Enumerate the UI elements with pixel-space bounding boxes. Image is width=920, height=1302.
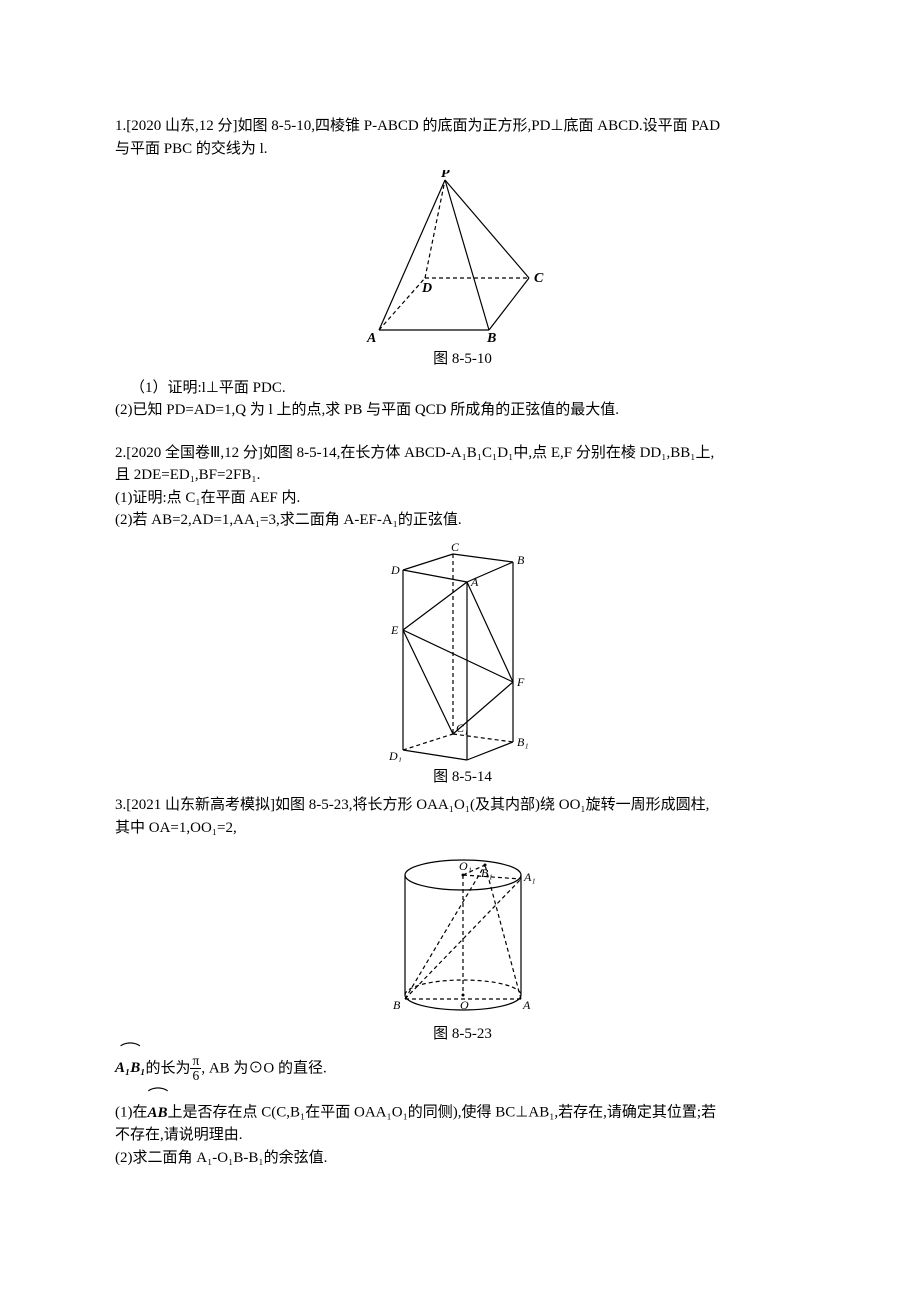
- q3-part2: (2)求二面角 A₁-O₁B-B₁的余弦值.: [115, 1147, 810, 1170]
- q2-part1: (1)证明:点 C₁在平面 AEF 内.: [115, 487, 810, 510]
- q3-header-line2: 其中 OA=1,OO₁=2,: [115, 817, 810, 840]
- q2-header-line2: 且 2DE=ED₁,BF=2FB₁.: [115, 464, 810, 487]
- svg-text:C₁: C₁: [456, 721, 468, 735]
- q3-header-line1: 3.[2021 山东新高考模拟]如图 8-5-23,将长方形 OAA₁O₁(及其…: [115, 794, 810, 817]
- q2-caption: 图 8-5-14: [115, 766, 810, 789]
- svg-text:D: D: [421, 281, 432, 296]
- svg-text:A: A: [522, 998, 531, 1012]
- pi-over-6: π6: [190, 1054, 201, 1082]
- cylinder-diagram: O₁ A₁ B₁ O A B: [373, 849, 553, 1019]
- q1-header-line1: 1.[2020 山东,12 分]如图 8-5-10,四棱锥 P-ABCD 的底面…: [115, 115, 810, 138]
- svg-text:F: F: [516, 675, 525, 689]
- q2-figure: D C B A E F D₁ C₁ B₁ A₁ 图 8-5-14: [115, 542, 810, 789]
- svg-text:A₁: A₁: [464, 761, 477, 762]
- svg-text:C: C: [534, 271, 544, 286]
- q2-part2: (2)若 AB=2,AD=1,AA₁=3,求二面角 A-EF-A₁的正弦值.: [115, 509, 810, 532]
- svg-text:B: B: [486, 331, 496, 344]
- arc-a1b1: A₁B₁: [115, 1052, 145, 1080]
- q1-part2: (2)已知 PD=AD=1,Q 为 l 上的点,求 PB 与平面 QCD 所成角…: [115, 399, 810, 422]
- cuboid-diagram: D C B A E F D₁ C₁ B₁ A₁: [383, 542, 543, 762]
- svg-text:B: B: [393, 998, 401, 1012]
- svg-text:A: A: [470, 575, 479, 589]
- svg-text:B: B: [517, 553, 525, 567]
- q3-part1-line2: 不存在,请说明理由.: [115, 1124, 810, 1147]
- svg-text:D₁: D₁: [388, 749, 402, 762]
- q1-caption: 图 8-5-10: [115, 348, 810, 371]
- arc-ab: AB: [148, 1096, 168, 1124]
- svg-text:O: O: [460, 998, 469, 1012]
- q3-figure: O₁ A₁ B₁ O A B 图 8-5-23: [115, 849, 810, 1046]
- svg-text:B₁: B₁: [481, 866, 493, 880]
- svg-text:A₁: A₁: [523, 870, 536, 884]
- svg-text:C: C: [451, 542, 460, 554]
- pyramid-diagram: P A B C D: [365, 170, 561, 344]
- q3-arc-line: A₁B₁的长为π6, AB 为⊙O 的直径.: [115, 1052, 810, 1083]
- q3-part1-line1: (1)在AB上是否存在点 C(C,B₁在平面 OAA₁O₁的同侧),使得 BC⊥…: [115, 1096, 810, 1124]
- q2-header-line1: 2.[2020 全国卷Ⅲ,12 分]如图 8-5-14,在长方体 ABCD-A₁…: [115, 442, 810, 465]
- q1-part1: （1）证明:l⊥平面 PDC.: [115, 377, 810, 400]
- svg-text:O₁: O₁: [459, 859, 472, 873]
- q1-header-line2: 与平面 PBC 的交线为 l.: [115, 138, 810, 161]
- q1-figure: P A B C D 图 8-5-10: [115, 170, 810, 371]
- svg-text:A: A: [366, 331, 376, 344]
- svg-text:E: E: [390, 623, 399, 637]
- q3-caption: 图 8-5-23: [115, 1023, 810, 1046]
- svg-text:B₁: B₁: [517, 735, 529, 749]
- exam-page: 1.[2020 山东,12 分]如图 8-5-10,四棱锥 P-ABCD 的底面…: [0, 0, 920, 1302]
- svg-text:D: D: [390, 563, 400, 577]
- svg-text:P: P: [441, 170, 450, 181]
